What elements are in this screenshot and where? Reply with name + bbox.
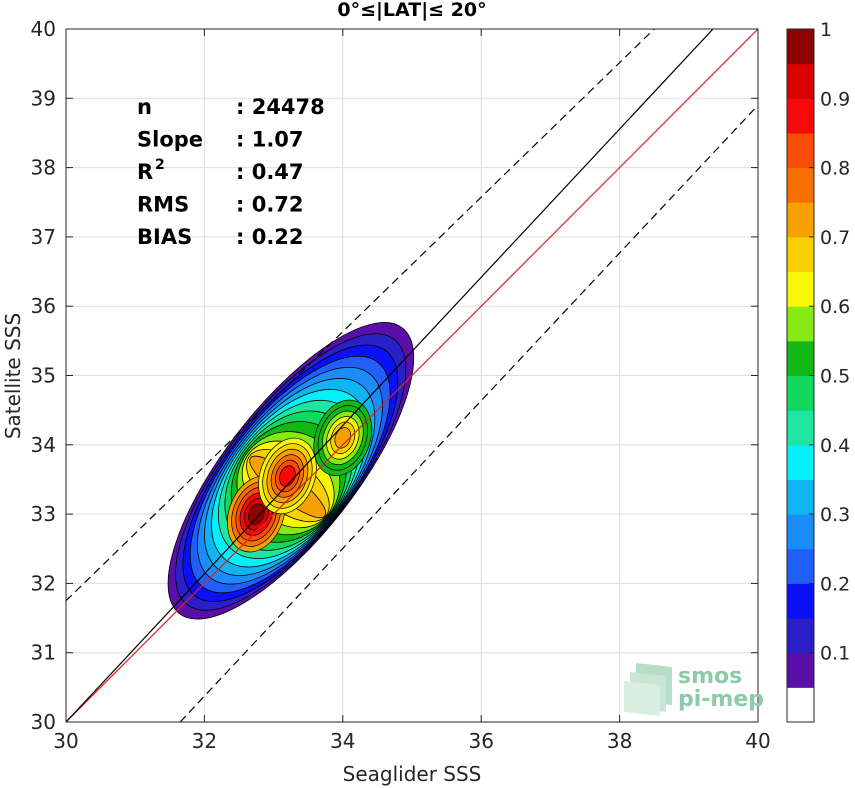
y-tick-label: 32 [31,571,56,595]
logo-text-pi-mep: pi-mep [678,687,764,712]
density-contours [167,322,415,620]
stat-label: BIAS [137,225,192,249]
colorbar-segment [787,583,814,619]
x-axis-ticks: 30 32 34 36 38 40 [53,29,771,753]
stat-label: n [137,95,152,119]
colorbar-segment [787,410,814,446]
stat-value: : 24478 [236,95,325,119]
colorbar-tick-label: 0.7 [820,227,850,249]
stat-label: Slope [137,128,203,152]
colorbar-tick-label: 0.3 [820,504,850,526]
lower-bound-line [179,104,758,722]
x-tick-label: 36 [468,729,493,753]
y-tick-label: 33 [31,502,56,526]
colorbar-segment [787,236,814,273]
colorbar-segment [787,202,814,238]
stat-value: : 0.47 [236,160,304,184]
colorbar-segment [787,652,814,688]
y-axis-label: Satellite SSS [1,313,25,439]
colorbar-tick-label: 0.2 [820,573,850,595]
y-tick-label: 38 [31,156,56,180]
colorbar-segment [787,271,814,307]
y-tick-label: 31 [31,641,56,665]
x-tick-label: 32 [192,729,217,753]
density-peak [248,503,265,525]
colorbar-segment [787,98,814,134]
y-tick-label: 30 [31,710,56,734]
colorbar-segment [787,29,814,65]
colorbar-segment [787,444,814,480]
colorbar-tick-label: 1 [820,19,832,41]
one-to-one-line [66,29,758,722]
colorbar-segment [787,375,814,411]
stat-value: : 1.07 [236,128,304,152]
y-tick-label: 37 [31,225,56,249]
colorbar-tick-label: 0.9 [820,88,850,110]
stat-superscript: 2 [155,157,165,173]
colorbar-tick-label: 0.8 [820,158,850,180]
y-tick-label: 35 [31,364,56,388]
upper-bound-line [66,29,655,602]
colorbar-segment [787,340,814,376]
chart-title: 0°≤|LAT|≤ 20° [337,0,486,21]
colorbar-segment [787,167,814,203]
regression-line [66,29,714,722]
x-tick-label: 34 [330,729,355,753]
colorbar-segment [787,306,814,342]
x-tick-label: 40 [745,729,770,753]
smos-pi-mep-logo: smos pi-mep [624,663,764,716]
stat-value: : 0.72 [236,193,304,217]
colorbar-segment [787,548,814,584]
colorbar-tick-label: 0.1 [820,643,850,665]
y-axis-ticks: 30 31 32 33 34 35 36 37 38 39 40 [31,17,758,734]
x-tick-label: 38 [607,729,632,753]
statistics-box: n : 24478 Slope : 1.07 R 2 : 0.47 RMS : 0.72 BIAS… [137,95,325,249]
y-tick-label: 34 [31,433,56,457]
y-tick-label: 39 [31,86,56,110]
colorbar-segment [787,479,814,515]
logo-text-smos: smos [678,664,742,689]
stat-label: R [137,160,153,184]
colorbar-segment [787,63,814,99]
colorbar-segment [787,687,814,723]
x-tick-label: 30 [53,729,78,753]
colorbar-tick-label: 0.5 [820,366,850,388]
stat-label: RMS [137,193,189,217]
logo-stack-icon [624,663,672,716]
stat-value: : 0.22 [236,225,304,249]
colorbar-tick-label: 0.6 [820,296,850,318]
y-tick-label: 40 [31,17,56,41]
y-tick-label: 36 [31,294,56,318]
reference-lines [66,29,758,722]
x-axis-label: Seaglider SSS [343,762,482,786]
colorbar: 0.1 0.2 0.3 0.4 0.5 0.6 0.7 0.8 0.9 1 [786,19,850,723]
colorbar-tick-label: 0.4 [820,435,850,457]
colorbar-segment [787,132,814,169]
colorbar-segment [787,618,814,654]
colorbar-segment [787,514,814,550]
